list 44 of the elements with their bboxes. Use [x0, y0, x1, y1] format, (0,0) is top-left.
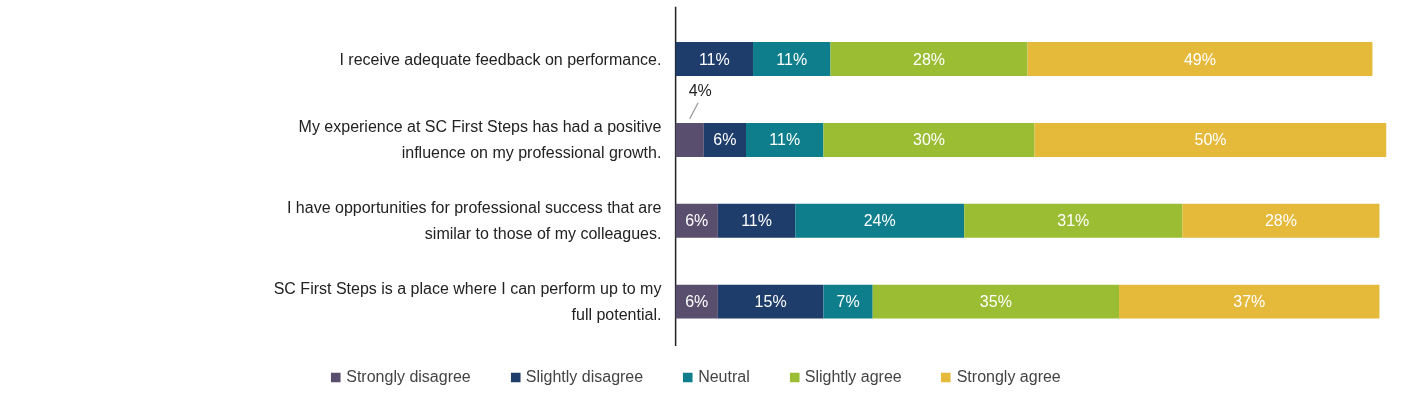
- data-label: 11%: [741, 212, 772, 230]
- bar: [964, 203, 1183, 238]
- data-label: 15%: [754, 293, 787, 311]
- data-label: 6%: [685, 293, 709, 311]
- data-label: 31%: [1057, 212, 1090, 230]
- data-label: 11%: [776, 50, 808, 68]
- data-label: 11%: [769, 131, 801, 149]
- bar: [1119, 284, 1380, 319]
- bar: [1034, 122, 1387, 157]
- data-label: 7%: [836, 293, 860, 311]
- bar: [1027, 42, 1373, 77]
- bar: [823, 284, 873, 319]
- data-label: 28%: [1264, 212, 1297, 230]
- bar: [823, 122, 1035, 157]
- legend-label: Slightly agree: [804, 368, 902, 386]
- bar: [872, 284, 1120, 319]
- data-label: 28%: [912, 50, 946, 68]
- bar: [717, 284, 824, 319]
- data-label: 49%: [1183, 50, 1216, 68]
- bar: [795, 203, 965, 238]
- bar: [1182, 203, 1380, 238]
- data-label: 24%: [863, 212, 896, 230]
- y-tick-label: SC First Steps is a place where I can perform up to my full potential.: [273, 280, 662, 324]
- data-label: 11%: [698, 50, 730, 68]
- y-tick-label: I receive adequate feedback on performance.: [339, 50, 662, 68]
- data-label: 30%: [912, 131, 946, 149]
- data-label: 6%: [685, 212, 709, 230]
- legend-label: Slightly disagree: [525, 368, 644, 386]
- bar: [675, 42, 754, 77]
- data-label: 37%: [1233, 293, 1266, 311]
- data-label: 4%: [688, 82, 712, 100]
- data-label: 35%: [979, 293, 1012, 311]
- legend-label: Strongly disagree: [346, 368, 471, 386]
- bar: [753, 42, 831, 77]
- legend-label: Neutral: [698, 368, 750, 386]
- data-label: 6%: [713, 131, 737, 149]
- y-tick-label: My experience at SC First Steps has had a positive influence on my professional growth.: [298, 118, 662, 162]
- bar: [746, 122, 824, 157]
- data-label: 50%: [1194, 131, 1227, 149]
- bar: [675, 122, 704, 157]
- bar: [717, 203, 796, 238]
- bar: [830, 42, 1028, 77]
- legend-label: Strongly agree: [956, 368, 1061, 386]
- y-tick-label: I have opportunities for professional success that are similar to those of my colleagues.: [286, 199, 662, 243]
